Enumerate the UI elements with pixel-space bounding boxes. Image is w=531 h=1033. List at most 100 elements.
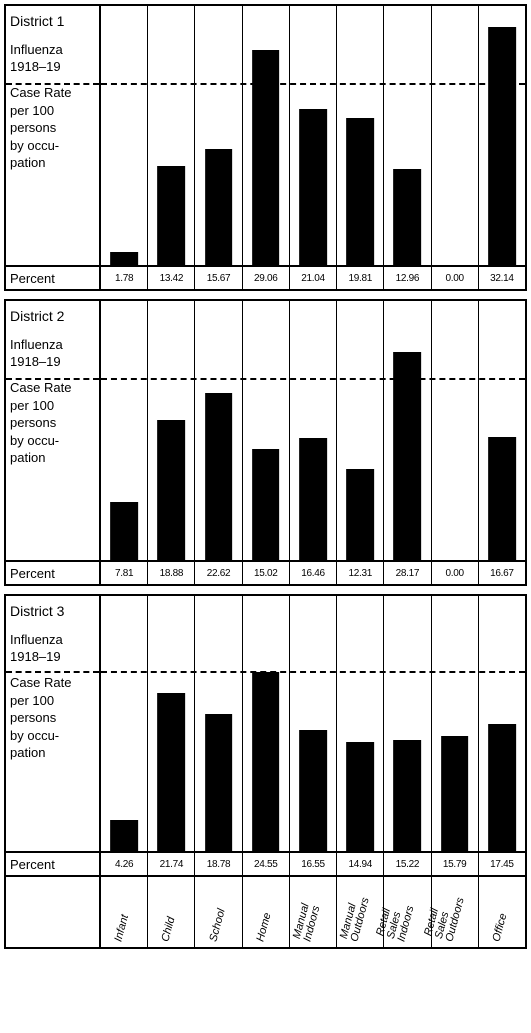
percent-value: 7.81 [101,562,148,584]
desc-line: by occu- [10,432,95,450]
desc-line: Case Rate [10,84,95,102]
category-cell: ManualOutdoors [337,877,384,947]
percent-value: 14.94 [337,853,384,875]
percent-value: 15.67 [195,267,242,289]
bar [157,166,185,265]
bar-cell [290,596,337,851]
bar-cell [479,596,525,851]
bar-cell [243,6,290,265]
category-label: Office [491,912,509,943]
bar-cell [195,596,242,851]
bar-cell [384,6,431,265]
bar [488,437,516,560]
bar-cell [432,596,479,851]
bar-cell [243,301,290,560]
panel-district-2: District 2Influenza1918–19Case Rateper 1… [4,299,527,586]
reference-line [6,83,99,85]
percent-value: 28.17 [384,562,431,584]
reference-line [6,671,99,673]
panel-label-col: District 1Influenza1918–19Case Rateper 1… [6,6,101,265]
desc-line: per 100 [10,692,95,710]
category-label: Home [255,912,273,943]
panel-district-1: District 1Influenza1918–19Case Rateper 1… [4,4,527,291]
bars-area [101,301,525,560]
bar-cell [148,596,195,851]
percent-value: 18.88 [148,562,195,584]
percent-value: 19.81 [337,267,384,289]
bar-cell [195,6,242,265]
bar-cell [337,6,384,265]
category-cell: RetailSalesIndoors [384,877,431,947]
category-row: Infant Child School Home ManualIndoorsManual… [4,877,527,949]
bar [110,252,138,265]
bar [157,693,185,851]
percent-value: 15.02 [243,562,290,584]
percent-value: 1.78 [101,267,148,289]
bar-cell [479,301,525,560]
bar [205,714,233,851]
category-cell: Home [243,877,290,947]
bar [441,736,469,851]
percent-value: 32.14 [479,267,525,289]
percent-value: 15.79 [432,853,479,875]
category-cell: ManualIndoors [290,877,337,947]
district-title: District 2 [10,307,95,326]
bar-cell [337,596,384,851]
percent-value: 24.55 [243,853,290,875]
bar-cell [101,596,148,851]
panel-district-3: District 3Influenza1918–19Case Rateper 1… [4,594,527,877]
bar [205,393,233,560]
bar-cell [243,596,290,851]
district-title: District 1 [10,12,95,31]
percent-row: Percent7.8118.8822.6215.0216.4612.3128.1… [6,560,525,584]
percent-value: 16.46 [290,562,337,584]
bar-cell [101,301,148,560]
subtitle-years: 1918–19 [10,353,95,371]
desc-line: by occu- [10,727,95,745]
bars-area [101,6,525,265]
bar [252,50,280,265]
percent-value: 0.00 [432,267,479,289]
percent-value: 22.62 [195,562,242,584]
bar-cell [148,6,195,265]
desc-line: per 100 [10,397,95,415]
category-label: Child [161,916,178,943]
bar-cell [479,6,525,265]
percent-value: 21.04 [290,267,337,289]
bar-cell [290,301,337,560]
subtitle-influenza: Influenza [10,336,95,354]
bar [110,502,138,560]
percent-value: 15.22 [384,853,431,875]
percent-value: 16.55 [290,853,337,875]
bar [488,724,516,851]
bar [252,449,280,560]
category-cell: Infant [101,877,148,947]
percent-value: 4.26 [101,853,148,875]
bar [252,672,280,851]
desc-line: pation [10,449,95,467]
percent-label: Percent [6,853,101,875]
reference-line [6,378,99,380]
desc-line: per 100 [10,102,95,120]
category-label: RetailSalesIndoors [376,899,417,943]
percent-value: 29.06 [243,267,290,289]
desc-line: pation [10,744,95,762]
desc-line: by occu- [10,137,95,155]
category-label: ManualOutdoors [339,894,372,943]
category-label: Infant [113,914,131,943]
bar [299,109,327,265]
panel-label-col: District 3Influenza1918–19Case Rateper 1… [6,596,101,851]
category-label: School [208,908,227,943]
percent-value: 13.42 [148,267,195,289]
bar-cell [290,6,337,265]
district-title: District 3 [10,602,95,621]
bar-cell [384,596,431,851]
bar-cell [432,6,479,265]
bar [299,730,327,851]
percent-value: 18.78 [195,853,242,875]
subtitle-years: 1918–19 [10,58,95,76]
desc-line: persons [10,709,95,727]
desc-line: persons [10,119,95,137]
percent-label: Percent [6,267,101,289]
panel-label-col: District 2Influenza1918–19Case Rateper 1… [6,301,101,560]
